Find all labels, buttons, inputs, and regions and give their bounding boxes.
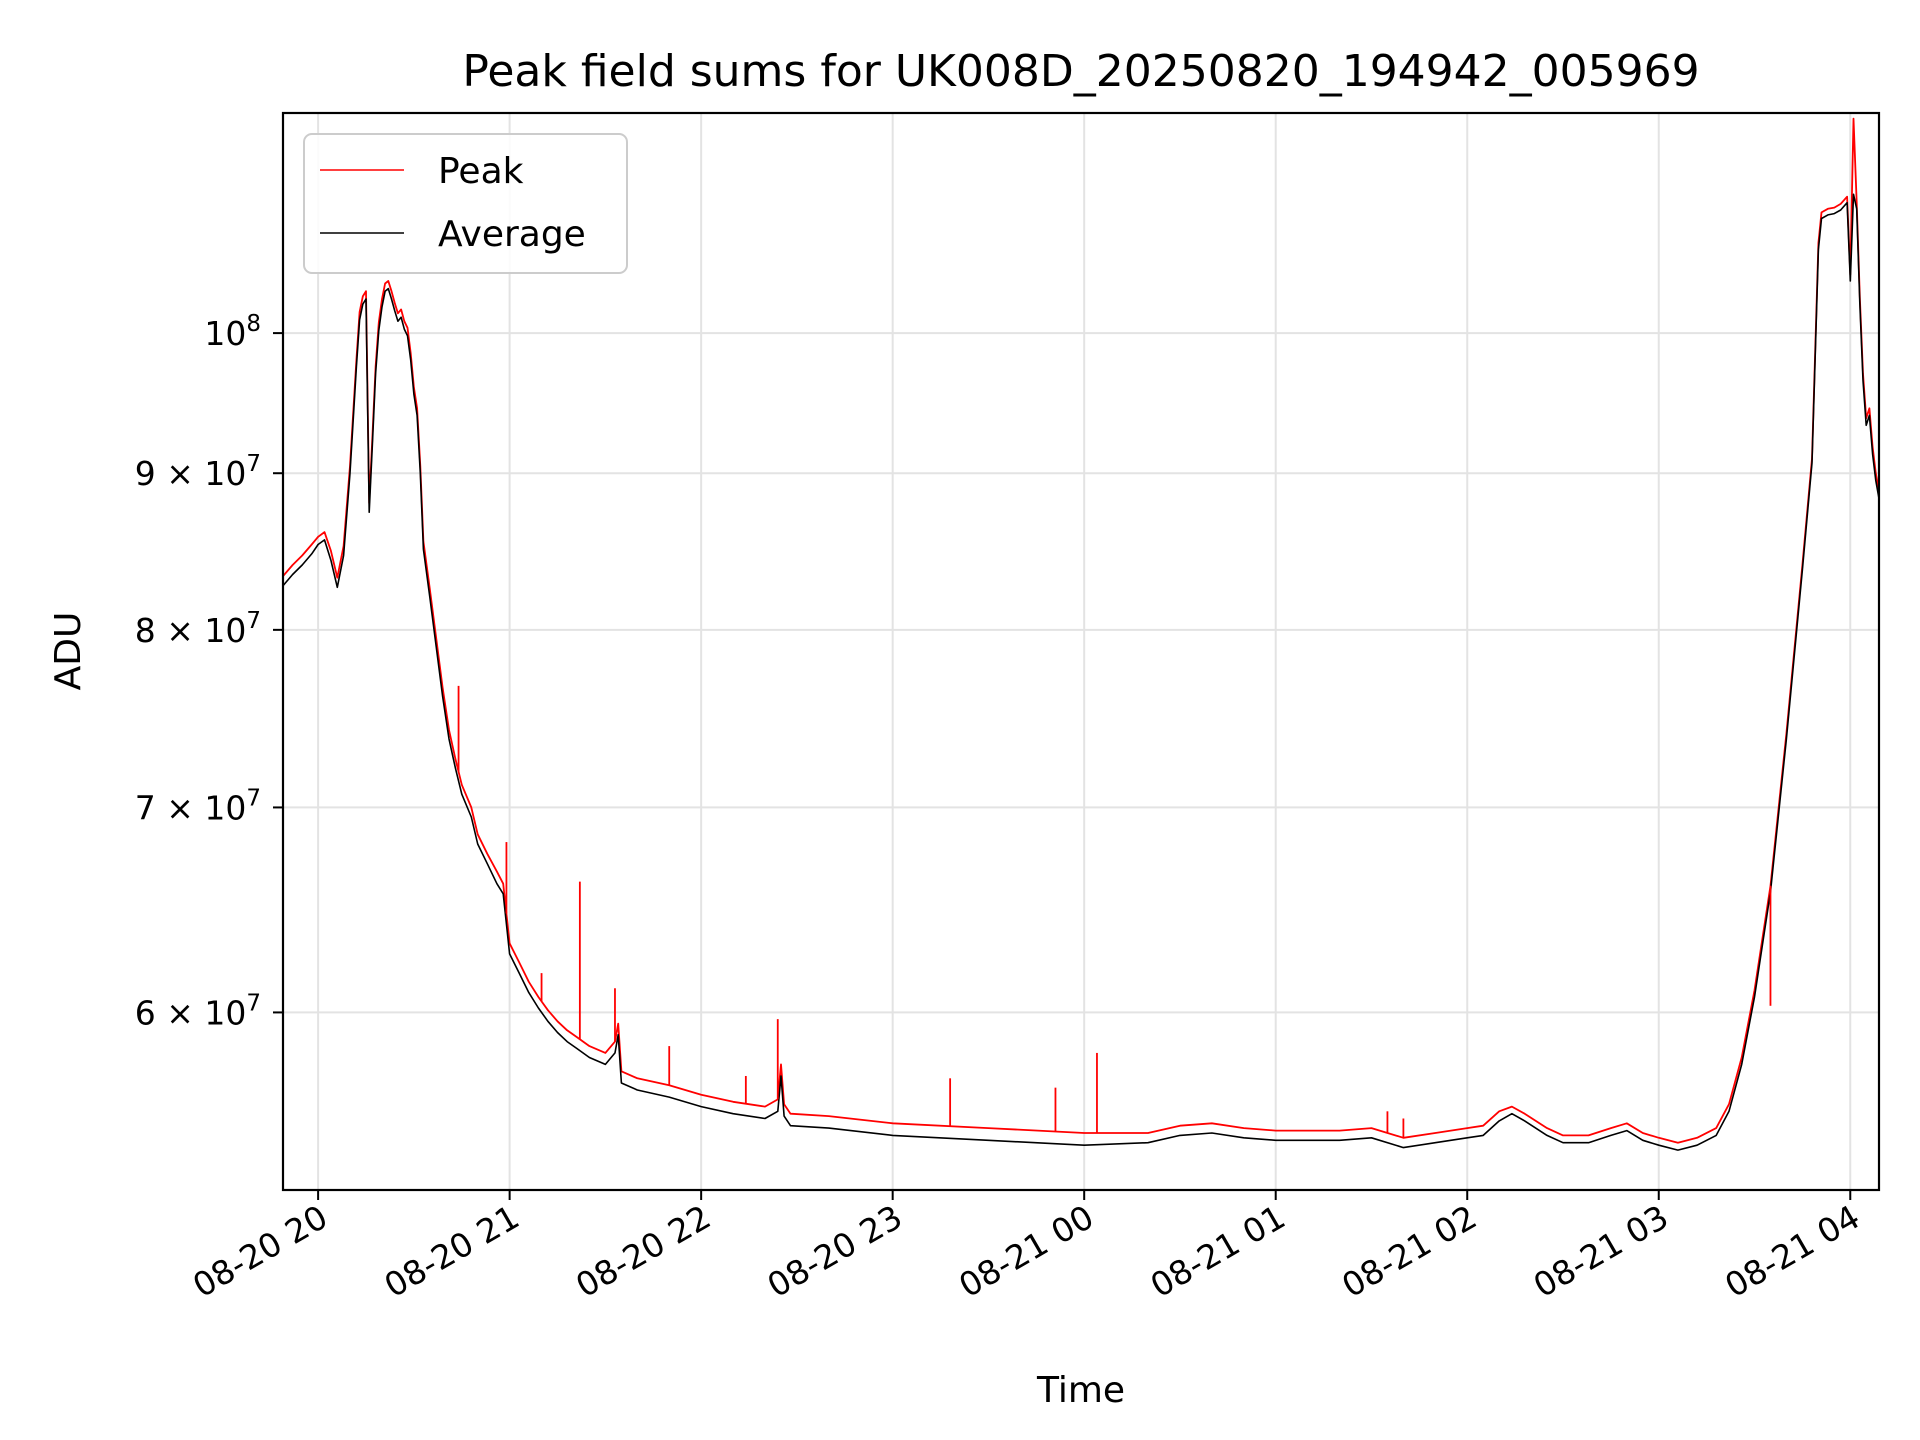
y-tick-label-base: 9 × 10: [135, 454, 247, 493]
legend-label-average: Average: [438, 214, 586, 255]
grid: [283, 113, 1879, 1190]
y-tick-label: 7 × 107: [135, 785, 261, 827]
chart-title: Peak field sums for UK008D_20250820_1949…: [462, 46, 1699, 97]
y-tick-label-exponent: 7: [246, 990, 261, 1016]
legend: Peak Average: [303, 133, 628, 274]
y-tick-label-base: 7 × 10: [135, 788, 247, 827]
legend-box: [303, 133, 628, 274]
series-line-peak: [283, 117, 1879, 1144]
series-layer: [283, 117, 1879, 1151]
y-tick-label-exponent: 7: [246, 451, 261, 477]
y-tick-label: 6 × 107: [135, 990, 261, 1032]
x-axis-label: Time: [1036, 1370, 1125, 1411]
y-tick-label: 8 × 107: [135, 608, 261, 650]
axes-frame: [281, 111, 1881, 1192]
legend-label-peak: Peak: [438, 151, 524, 192]
y-tick-label-base: 10: [204, 314, 246, 353]
y-tick-label-exponent: 7: [246, 785, 261, 811]
y-tick-label: 108: [204, 311, 261, 353]
series-line-average: [283, 193, 1879, 1151]
y-tick-label-exponent: 7: [246, 608, 261, 634]
y-tick-label-base: 8 × 10: [135, 611, 247, 650]
y-tick-label: 9 × 107: [135, 451, 261, 493]
y-tick-label-exponent: 8: [246, 311, 261, 337]
y-axis-label: ADU: [48, 612, 89, 691]
y-tick-label-base: 6 × 10: [135, 993, 247, 1032]
